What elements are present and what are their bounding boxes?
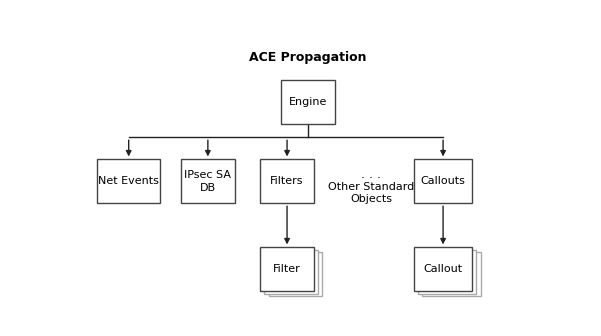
Text: IPsec SA
DB: IPsec SA DB bbox=[185, 170, 231, 193]
Bar bbox=[414, 247, 472, 291]
Bar bbox=[414, 159, 472, 203]
Bar bbox=[269, 252, 322, 296]
Text: Filter: Filter bbox=[273, 264, 301, 274]
Bar bbox=[181, 159, 234, 203]
Bar bbox=[260, 247, 314, 291]
Bar bbox=[281, 80, 335, 124]
Text: Engine: Engine bbox=[289, 97, 327, 108]
Text: ACE Propagation: ACE Propagation bbox=[249, 51, 367, 64]
Text: Filters: Filters bbox=[270, 176, 304, 186]
Bar bbox=[423, 252, 481, 296]
Bar bbox=[264, 250, 318, 294]
Bar bbox=[97, 159, 160, 203]
Text: Callout: Callout bbox=[424, 264, 463, 274]
Text: Net Events: Net Events bbox=[98, 176, 159, 186]
Text: . . .: . . . bbox=[361, 168, 381, 181]
Text: Callouts: Callouts bbox=[421, 176, 466, 186]
Bar bbox=[418, 250, 477, 294]
Text: Other Standard
Objects: Other Standard Objects bbox=[328, 182, 414, 204]
Bar bbox=[260, 159, 314, 203]
